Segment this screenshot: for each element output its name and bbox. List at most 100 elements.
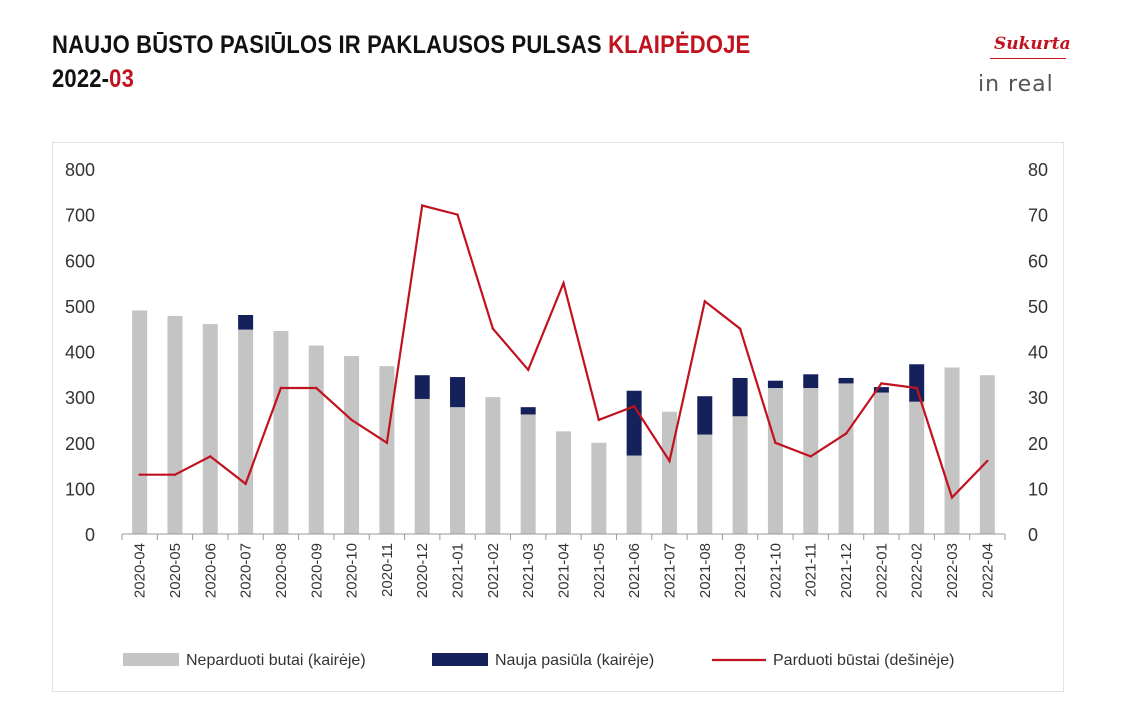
x-tick-label: 2021-08 [697, 543, 714, 598]
sold-point [526, 368, 530, 371]
y-right-tick-label: 0 [1028, 525, 1038, 545]
logo-underline [990, 58, 1066, 59]
unsold-bar [132, 310, 148, 534]
sold-point [668, 459, 671, 463]
x-tick-label: 2022-03 [944, 543, 961, 598]
logo-wordmark: in real [978, 72, 1054, 97]
sold-point [774, 441, 777, 444]
x-tick-label: 2021-11 [803, 543, 820, 597]
sold-point [138, 473, 141, 476]
title-line-2: 2022-03 [52, 62, 750, 96]
y-right-tick-label: 30 [1028, 388, 1048, 408]
unsold-bar [873, 392, 889, 534]
sold-point [350, 418, 353, 422]
x-tick-label: 2021-01 [450, 543, 467, 598]
sold-point [209, 455, 212, 458]
y-right-tick-label: 70 [1028, 206, 1048, 226]
sold-point [986, 459, 989, 463]
unsold-bar [344, 356, 360, 534]
y-left-tick-label: 100 [65, 479, 95, 499]
sold-point [915, 386, 918, 390]
sold-point [385, 441, 389, 444]
title-main: NAUJO BŪSTO PASIŪLOS IR PAKLAUSOS PULSAS [52, 31, 609, 59]
legend-label-new-supply: Nauja pasiūla (kairėje) [495, 652, 654, 669]
unsold-bar [167, 315, 183, 534]
unsold-bar [803, 388, 819, 534]
sold-point [950, 496, 954, 499]
unsold-bar [626, 455, 642, 534]
x-tick-label: 2020-11 [379, 543, 396, 597]
unsold-bar [414, 398, 430, 534]
unsold-bar [520, 414, 536, 534]
y-right-tick-label: 50 [1028, 297, 1048, 317]
new-supply-bar [697, 396, 713, 435]
sold-point [703, 300, 706, 303]
sold-point [880, 382, 883, 385]
x-tick-label: 2020-07 [238, 543, 255, 598]
sold-point [173, 473, 177, 476]
y-left-tick-label: 800 [65, 160, 95, 180]
legend-label-sold: Parduoti būstai (dešinėje) [773, 652, 954, 669]
sold-point [597, 418, 601, 422]
sold-point [421, 204, 424, 207]
sold-point [491, 327, 495, 330]
sold-point [632, 405, 636, 408]
new-supply-bar [732, 377, 748, 417]
unsold-bar [379, 366, 395, 534]
new-supply-bar [626, 390, 642, 456]
x-tick-label: 2021-02 [485, 543, 502, 598]
x-tick-label: 2021-05 [591, 543, 608, 598]
y-right-tick-label: 80 [1028, 160, 1048, 180]
unsold-bar [591, 442, 607, 534]
sold-point [244, 482, 247, 486]
unsold-bar [838, 383, 854, 534]
unsold-bar [556, 431, 571, 534]
unsold-bar [485, 397, 501, 534]
y-right-tick-label: 60 [1028, 251, 1048, 271]
title-period-month: 03 [109, 65, 134, 93]
y-left-tick-label: 0 [85, 525, 95, 545]
unsold-bar [450, 407, 466, 534]
x-tick-label: 2021-04 [556, 543, 573, 598]
logo-script-text: Sukurta [994, 34, 1071, 54]
new-supply-bar [238, 315, 254, 330]
y-left-tick-label: 200 [65, 434, 95, 454]
unsold-bar [273, 330, 289, 534]
unsold-bar [238, 329, 254, 534]
x-tick-label: 2022-01 [873, 543, 890, 598]
chart-title: NAUJO BŪSTO PASIŪLOS IR PAKLAUSOS PULSAS… [52, 28, 750, 96]
new-supply-bar [909, 364, 925, 402]
x-tick-label: 2021-06 [626, 543, 643, 598]
sold-point [315, 386, 318, 390]
y-right-tick-label: 20 [1028, 434, 1048, 454]
unsold-bar [944, 367, 960, 534]
x-tick-label: 2021-10 [767, 543, 784, 598]
sold-point [809, 455, 812, 458]
x-tick-label: 2020-06 [202, 543, 219, 598]
y-left-tick-label: 500 [65, 297, 95, 317]
legend-swatch-new-supply [432, 653, 488, 666]
sold-point [456, 213, 459, 216]
unsold-bar [308, 345, 324, 534]
sold-point [738, 327, 742, 330]
new-supply-bar [520, 407, 536, 415]
title-city: KLAIPĖDOJE [608, 31, 751, 59]
unsold-bar [732, 416, 748, 534]
x-tick-label: 2021-12 [838, 543, 855, 598]
x-tick-label: 2020-04 [132, 543, 149, 598]
unsold-bar [202, 324, 218, 534]
new-supply-bar [767, 380, 783, 388]
x-tick-label: 2021-09 [732, 543, 749, 598]
title-period-prefix: 2022- [52, 65, 110, 93]
x-tick-label: 2022-04 [979, 543, 996, 598]
x-tick-label: 2020-08 [273, 543, 290, 598]
x-tick-label: 2020-09 [308, 543, 325, 598]
sold-point [279, 386, 283, 390]
unsold-bar [767, 388, 783, 534]
new-supply-bar [873, 387, 889, 393]
y-left-tick-label: 600 [65, 251, 95, 271]
y-left-tick-label: 400 [65, 343, 95, 363]
x-tick-label: 2021-03 [520, 543, 537, 598]
title-line-1: NAUJO BŪSTO PASIŪLOS IR PAKLAUSOS PULSAS… [52, 28, 750, 62]
legend-swatch-unsold [123, 653, 179, 666]
